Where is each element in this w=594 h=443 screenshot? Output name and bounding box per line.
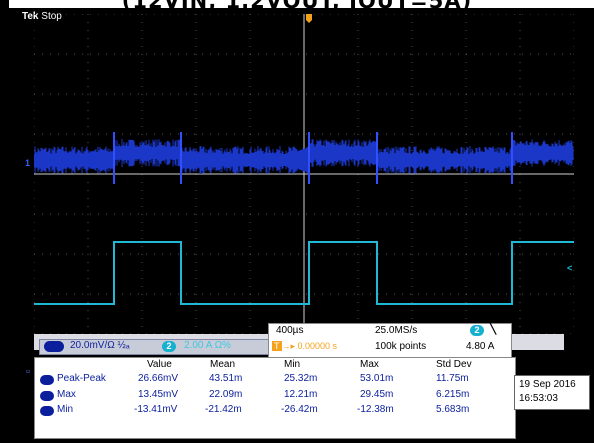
- scope-header: Tek Stop: [22, 11, 62, 22]
- trigger-position-marker[interactable]: [306, 14, 312, 23]
- frame-border: [0, 0, 9, 443]
- cell-value: -13.41mV: [134, 404, 178, 415]
- cell-min: -26.42m: [281, 404, 318, 415]
- row-ch-badge: [40, 391, 54, 401]
- ch2-waveform: [34, 241, 574, 305]
- row-label: Peak-Peak: [57, 373, 106, 384]
- cell-max: 53.01m: [360, 373, 394, 384]
- cell-mean: -21.42m: [205, 404, 242, 415]
- row-ch-badge: [40, 406, 54, 416]
- cell-min: 12.21m: [284, 389, 318, 400]
- measurement-panel-icon: ▫: [26, 366, 30, 378]
- ch2-badge[interactable]: 2: [162, 341, 176, 352]
- cell-mean: 22.09m: [209, 389, 243, 400]
- trigger-slope-icon: ╲: [490, 324, 497, 335]
- waveform-display: [34, 14, 574, 334]
- cell-std-dev: 6.215m: [436, 389, 470, 400]
- graticule: [34, 14, 574, 334]
- row-label: Min: [57, 404, 74, 415]
- horizontal-scale: 400µs: [276, 325, 304, 336]
- row-ch-badge: [40, 375, 54, 385]
- delay-value: →▸ 0.00000 s: [281, 341, 338, 351]
- row-label: Max: [57, 389, 76, 400]
- record-length: 100k points: [375, 341, 427, 352]
- trigger-source-badge: 2: [470, 325, 484, 336]
- ch1-waveform: [34, 132, 574, 184]
- col-header-max: Max: [360, 359, 379, 370]
- cell-min: 25.32m: [284, 373, 318, 384]
- trigger-level: 4.80 A: [466, 341, 495, 352]
- cell-mean: 43.51m: [209, 373, 243, 384]
- ch1-ground-marker[interactable]: 1: [25, 158, 31, 168]
- col-header-mean: Mean: [210, 359, 236, 370]
- delay-readout: T →▸ 0.00000 s: [272, 341, 337, 352]
- date-label: 19 Sep 2016: [519, 379, 576, 390]
- acquisition-status: Stop: [41, 11, 62, 22]
- time-label: 16:53:03: [519, 393, 558, 404]
- ch1-scale: 20.0mV/Ω ½ₐ: [70, 340, 130, 351]
- col-header-value: Value: [147, 359, 172, 370]
- cell-value: 26.66mV: [138, 373, 179, 384]
- datetime-stamp: 19 Sep 2016 16:53:03: [514, 375, 590, 410]
- ch2-scale: 2.00 A Ω%: [184, 340, 231, 351]
- trigger-level-marker[interactable]: <: [567, 263, 573, 273]
- cell-value: 13.45mV: [138, 389, 179, 400]
- cell-max: 29.45m: [360, 389, 394, 400]
- ch1-badge[interactable]: [44, 341, 64, 352]
- col-header-min: Min: [284, 359, 301, 370]
- sample-rate: 25.0MS/s: [375, 325, 418, 336]
- cell-std-dev: 5.683m: [436, 404, 470, 415]
- cell-max: -12.38m: [357, 404, 394, 415]
- col-header-std-dev: Std Dev: [436, 359, 472, 370]
- delay-prefix: T: [272, 341, 282, 351]
- brand-label: Tek: [22, 11, 39, 22]
- cell-std-dev: 11.75m: [436, 373, 469, 384]
